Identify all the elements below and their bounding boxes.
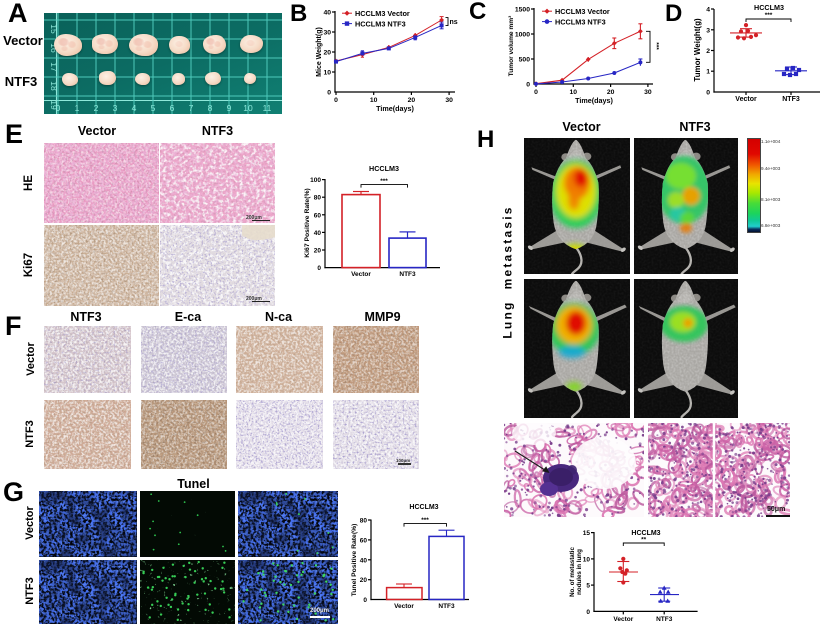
svg-text:ns: ns xyxy=(450,19,458,26)
svg-text:HCCLM3 NTF3: HCCLM3 NTF3 xyxy=(555,17,606,26)
svg-text:20: 20 xyxy=(360,577,368,584)
svg-text:HCCLM3: HCCLM3 xyxy=(369,164,399,173)
svg-text:10: 10 xyxy=(370,97,378,104)
svg-text:6: 6 xyxy=(170,103,175,113)
svg-text:NTF3: NTF3 xyxy=(782,96,800,103)
svg-text:500: 500 xyxy=(519,57,531,64)
svg-text:Time(days): Time(days) xyxy=(575,96,613,105)
svg-text:NTF3: NTF3 xyxy=(438,603,455,610)
svg-text:Vector: Vector xyxy=(735,96,757,103)
svg-text:2: 2 xyxy=(94,103,99,113)
svg-text:40: 40 xyxy=(314,230,322,237)
svg-text:10: 10 xyxy=(570,89,578,96)
svg-text:7: 7 xyxy=(189,103,194,113)
svg-text:***: *** xyxy=(421,517,429,524)
svg-text:4: 4 xyxy=(132,103,137,113)
svg-text:40: 40 xyxy=(360,557,368,564)
svg-text:0: 0 xyxy=(327,90,331,97)
svg-text:Mice Weight(g): Mice Weight(g) xyxy=(316,27,323,77)
svg-text:9: 9 xyxy=(227,103,232,113)
svg-text:19: 19 xyxy=(49,100,59,110)
svg-text:18: 18 xyxy=(49,81,59,91)
svg-text:0: 0 xyxy=(317,265,321,272)
svg-text:40: 40 xyxy=(323,10,331,17)
svg-text:Time(days): Time(days) xyxy=(376,104,414,113)
svg-text:80: 80 xyxy=(314,195,322,202)
svg-text:Vector: Vector xyxy=(351,271,371,278)
svg-text:***: *** xyxy=(380,178,388,185)
svg-text:80: 80 xyxy=(360,518,368,525)
svg-text:5: 5 xyxy=(151,103,156,113)
svg-text:Ki67 Positive Rate(%): Ki67 Positive Rate(%) xyxy=(304,188,311,258)
svg-text:0: 0 xyxy=(363,597,367,604)
svg-text:11: 11 xyxy=(263,103,272,113)
svg-text:20: 20 xyxy=(323,50,331,57)
svg-text:0: 0 xyxy=(706,90,710,97)
svg-text:HCCLM3: HCCLM3 xyxy=(754,3,784,12)
svg-text:15: 15 xyxy=(49,24,59,34)
svg-text:30: 30 xyxy=(445,97,453,104)
svg-text:HCCLM3: HCCLM3 xyxy=(409,504,438,511)
svg-text:20: 20 xyxy=(607,89,615,96)
svg-text:0: 0 xyxy=(56,103,61,113)
svg-text:HCCLM3: HCCLM3 xyxy=(631,530,660,537)
svg-text:8: 8 xyxy=(208,103,213,113)
svg-text:0: 0 xyxy=(334,97,338,104)
svg-text:0: 0 xyxy=(526,82,530,89)
svg-text:10: 10 xyxy=(583,556,591,563)
svg-text:20: 20 xyxy=(408,97,416,104)
svg-text:HCCLM3 Vector: HCCLM3 Vector xyxy=(355,9,410,18)
svg-text:Tumor Weight(g): Tumor Weight(g) xyxy=(693,18,702,82)
svg-text:***: *** xyxy=(765,12,773,19)
svg-text:10: 10 xyxy=(243,103,253,113)
svg-text:NTF3: NTF3 xyxy=(656,616,673,623)
svg-text:Vector: Vector xyxy=(613,616,633,623)
svg-text:HCCLM3 NTF3: HCCLM3 NTF3 xyxy=(355,19,406,28)
svg-text:1: 1 xyxy=(706,69,710,76)
svg-text:3: 3 xyxy=(706,27,710,34)
svg-text:10: 10 xyxy=(323,70,331,77)
svg-text:3: 3 xyxy=(113,103,118,113)
svg-text:1500: 1500 xyxy=(515,7,530,14)
svg-text:0: 0 xyxy=(586,609,590,616)
svg-text:No. of metastatic: No. of metastatic xyxy=(569,547,576,597)
svg-text:15: 15 xyxy=(583,530,591,537)
svg-text:30: 30 xyxy=(323,30,331,37)
svg-text:Tunel Positive Rate(%): Tunel Positive Rate(%) xyxy=(351,524,358,597)
svg-text:***: *** xyxy=(653,42,660,50)
svg-text:Vector: Vector xyxy=(394,603,414,610)
svg-text:NTF3: NTF3 xyxy=(399,271,416,278)
svg-text:0: 0 xyxy=(534,89,538,96)
svg-text:1: 1 xyxy=(75,103,80,113)
svg-text:2: 2 xyxy=(706,48,710,55)
svg-text:nodules in lung: nodules in lung xyxy=(576,549,583,595)
svg-text:100: 100 xyxy=(310,177,321,184)
svg-text:17: 17 xyxy=(49,62,59,72)
svg-text:4: 4 xyxy=(706,7,710,14)
svg-text:HCCLM3 Vector: HCCLM3 Vector xyxy=(555,7,610,16)
svg-text:1000: 1000 xyxy=(515,32,530,39)
svg-text:**: ** xyxy=(641,537,647,544)
svg-text:30: 30 xyxy=(644,89,652,96)
svg-text:60: 60 xyxy=(360,537,368,544)
svg-text:5: 5 xyxy=(586,583,590,590)
svg-text:20: 20 xyxy=(314,248,322,255)
svg-text:60: 60 xyxy=(314,212,322,219)
svg-text:Tumor volume mm³: Tumor volume mm³ xyxy=(508,15,515,76)
